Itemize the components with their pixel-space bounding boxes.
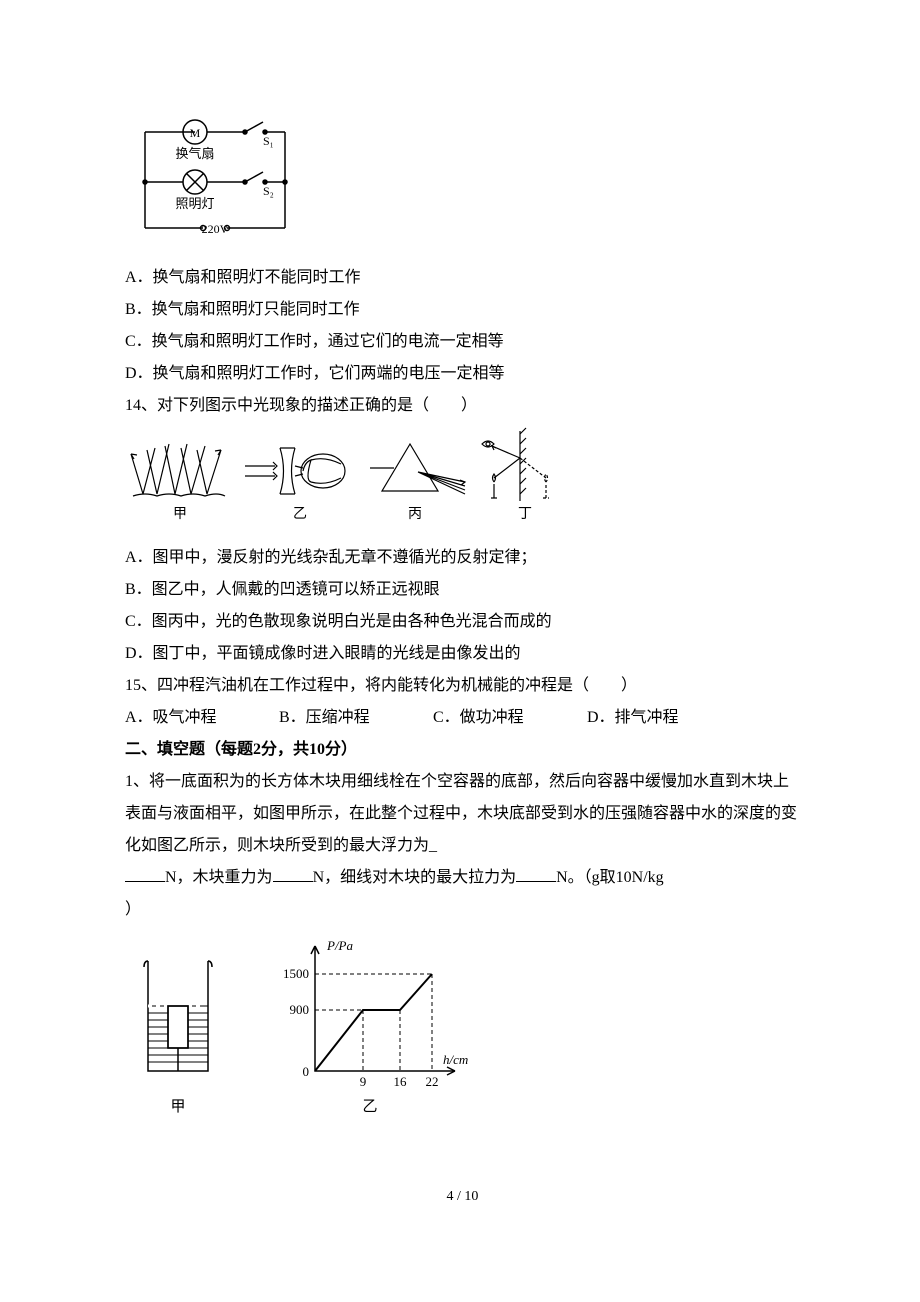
q14-option-a: A．图甲中，漫反射的光线杂乱无章不遵循光的反射定律； [125,542,800,574]
q15-option-c: C．做功冲程 [433,702,583,734]
svg-text:h/cm: h/cm [443,1052,468,1067]
motor-label: M [190,126,201,140]
voltage-label: 220V [202,222,229,236]
q13-option-c: C．换气扇和照明灯工作时，通过它们的电流一定相等 [125,326,800,358]
fq1-figure: 甲 P/Pa h/cm 1500 900 0 9 16 22 [140,936,800,1143]
q14-option-b: B．图乙中，人佩戴的凹透镜可以矫正远视眼 [125,574,800,606]
s2-label: S₂ [263,184,274,198]
fq1-text-2c: N。（g取10N/kg [556,869,664,886]
svg-text:甲: 甲 [173,507,187,522]
blank-2 [273,865,313,882]
q14-option-c: C．图丙中，光的色散现象说明白光是由各种色光混合而成的 [125,606,800,638]
section2-heading: 二、填空题（每题2分，共10分） [125,734,800,766]
fan-label: 换气扇 [175,146,214,161]
q15-option-d: D．排气冲程 [587,702,679,734]
q15-stem: 15、四冲程汽油机在工作过程中，将内能转化为机械能的冲程是（ ） [125,670,800,702]
fq1-text-3: ） [125,901,141,918]
fq1-text-1: 1、将一底面积为的长方体木块用细线栓在个空容器的底部，然后向容器中缓慢加水直到木… [125,773,797,854]
q14-option-d: D．图丁中，平面镜成像时进入眼睛的光线是由像发出的 [125,638,800,670]
fq1-text-2b: N，细线对木块的最大拉力为 [313,869,517,886]
s1-label: S₁ [263,134,274,148]
svg-text:1500: 1500 [283,966,309,981]
q13-option-b: B．换气扇和照明灯只能同时工作 [125,294,800,326]
svg-text:16: 16 [394,1074,408,1089]
fq1-para: 1、将一底面积为的长方体木块用细线栓在个空容器的底部，然后向容器中缓慢加水直到木… [125,766,800,926]
page-footer: 4 / 10 [125,1183,800,1211]
svg-text:乙: 乙 [293,506,307,522]
optics-figure: 甲 乙 [125,426,800,538]
svg-text:P/Pa: P/Pa [326,938,353,953]
q15-options: A．吸气冲程 B．压缩冲程 C．做功冲程 D．排气冲程 [125,702,800,734]
q14-stem: 14、对下列图示中光现象的描述正确的是（ ） [125,390,800,422]
q13-option-a: A．换气扇和照明灯不能同时工作 [125,262,800,294]
svg-text:乙: 乙 [362,1099,377,1115]
q15-option-a: A．吸气冲程 [125,702,275,734]
blank-1 [125,865,165,882]
lamp-label: 照明灯 [175,196,214,211]
svg-text:900: 900 [290,1002,310,1017]
q15-option-b: B．压缩冲程 [279,702,429,734]
fq1-text-2a: N，木块重力为 [165,869,273,886]
q13-option-d: D．换气扇和照明灯工作时，它们两端的电压一定相等 [125,358,800,390]
svg-text:0: 0 [303,1064,310,1079]
svg-text:丁: 丁 [518,507,532,522]
svg-text:9: 9 [360,1074,367,1089]
blank-3 [516,865,556,882]
svg-text:22: 22 [426,1074,439,1089]
circuit-diagram: M S₁ 换气扇 S₂ 照明灯 [135,110,800,252]
svg-text:甲: 甲 [170,1099,185,1115]
svg-text:丙: 丙 [408,507,422,522]
